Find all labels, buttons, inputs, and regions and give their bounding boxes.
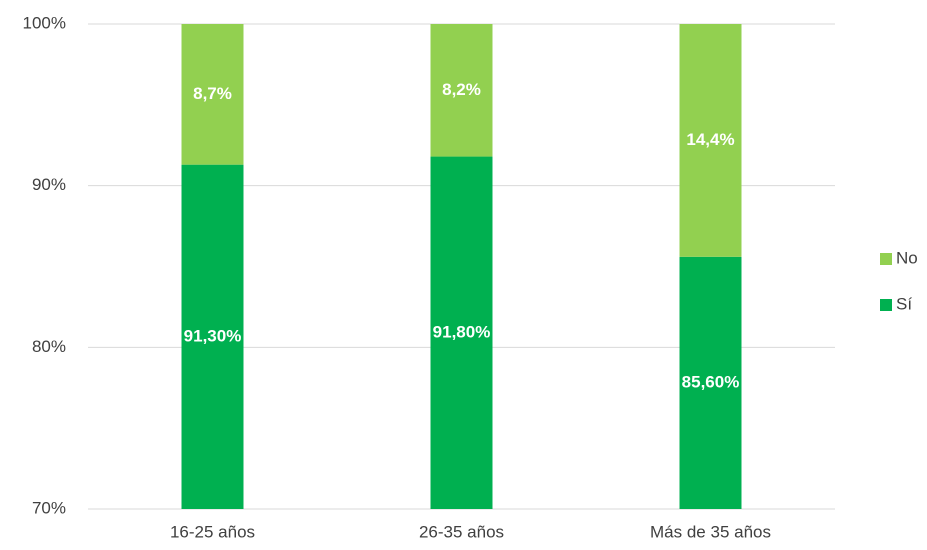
bar-segment (181, 24, 244, 165)
legend-swatch (880, 299, 892, 311)
bar-segment (430, 156, 493, 510)
y-tick-label: 100% (23, 13, 66, 32)
legend-label: Sí (896, 294, 912, 313)
value-label: 91,80% (433, 322, 491, 341)
value-label: 8,7% (193, 84, 232, 103)
x-tick-label: 26-35 años (419, 522, 504, 541)
value-label: 85,60% (682, 372, 740, 391)
bar-segment (679, 256, 742, 509)
bar-segment (430, 24, 493, 157)
value-label: 8,2% (442, 80, 481, 99)
y-tick-label: 90% (32, 175, 66, 194)
y-tick-label: 80% (32, 337, 66, 356)
legend-label: No (896, 248, 918, 267)
value-label: 91,30% (184, 326, 242, 345)
bar-segment (181, 164, 244, 509)
bar-segment (679, 24, 742, 257)
x-tick-label: Más de 35 años (650, 522, 771, 541)
value-label: 14,4% (686, 130, 734, 149)
y-tick-label: 70% (32, 498, 66, 517)
legend-swatch (880, 253, 892, 265)
x-tick-label: 16-25 años (170, 522, 255, 541)
